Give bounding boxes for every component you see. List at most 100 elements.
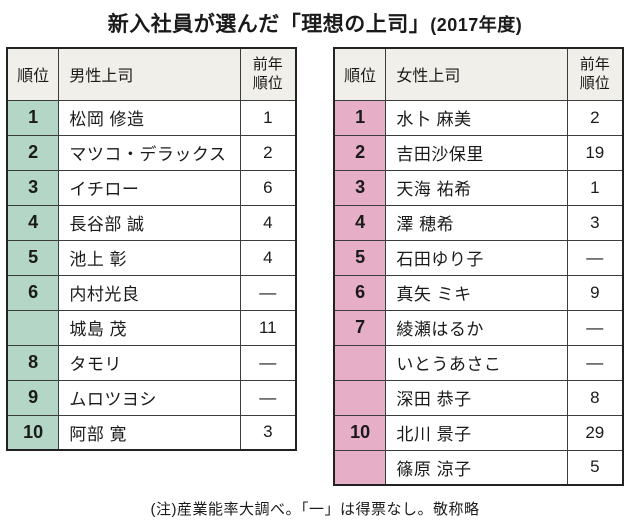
title-main: 新入社員が選んだ「理想の上司」 bbox=[107, 13, 431, 36]
table-row: 2 マツコ・デラックス 2 bbox=[6, 134, 297, 171]
rank-cell: 5 bbox=[333, 239, 387, 276]
name-cell: 池上 彰 bbox=[58, 239, 241, 276]
prev-rank-cell: 1 bbox=[239, 99, 297, 136]
rank-cell bbox=[333, 344, 387, 381]
tables-container: 順位 男性上司 前年順位 1 松岡 修造 1 2 マツコ・デラックス 2 3 イチロー 6 4 長谷… bbox=[0, 47, 630, 486]
rank-cell: 4 bbox=[6, 204, 60, 241]
prev-rank-cell: 5 bbox=[566, 449, 624, 486]
prev-rank-cell: 6 bbox=[239, 169, 297, 206]
prev-rank-cell: 3 bbox=[566, 204, 624, 241]
name-cell: 石田ゆり子 bbox=[385, 239, 568, 276]
name-cell: 城島 茂 bbox=[58, 309, 241, 346]
name-cell: 吉田沙保里 bbox=[385, 134, 568, 171]
rank-cell: 6 bbox=[6, 274, 60, 311]
male-boss-table-body: 1 松岡 修造 1 2 マツコ・デラックス 2 3 イチロー 6 4 長谷部 誠 4 5 池上 彰 4 6 内村… bbox=[6, 99, 297, 451]
prev-rank-cell: 3 bbox=[239, 414, 297, 451]
prev-rank-cell: 8 bbox=[566, 379, 624, 416]
prev-rank-cell: — bbox=[239, 379, 297, 416]
prev-rank-cell: — bbox=[239, 274, 297, 311]
name-cell: タモリ bbox=[58, 344, 241, 381]
prev-year-rank-column-header: 前年順位 bbox=[239, 47, 297, 101]
rank-cell bbox=[333, 379, 387, 416]
male-boss-column-header: 男性上司 bbox=[58, 47, 241, 101]
table-row: 9 ムロツヨシ — bbox=[6, 379, 297, 416]
prev-rank-cell: 4 bbox=[239, 204, 297, 241]
prev-rank-cell: 9 bbox=[566, 274, 624, 311]
table-row: 6 真矢 ミキ 9 bbox=[333, 274, 624, 311]
prev-rank-cell: — bbox=[566, 309, 624, 346]
prev-rank-cell: 29 bbox=[566, 414, 624, 451]
table-row: 7 綾瀬はるか — bbox=[333, 309, 624, 346]
table-row: 8 タモリ — bbox=[6, 344, 297, 381]
rank-cell: 6 bbox=[333, 274, 387, 311]
female-boss-table: 順位 女性上司 前年順位 1 水卜 麻美 2 2 吉田沙保里 19 3 天海 祐希 1 4 澤 穂希… bbox=[333, 47, 624, 486]
rank-cell: 9 bbox=[6, 379, 60, 416]
rank-cell: 3 bbox=[333, 169, 387, 206]
table-row: 深田 恭子 8 bbox=[333, 379, 624, 416]
table-row: 篠原 涼子 5 bbox=[333, 449, 624, 486]
rank-cell bbox=[6, 309, 60, 346]
header-row: 順位 男性上司 前年順位 bbox=[6, 47, 297, 101]
name-cell: ムロツヨシ bbox=[58, 379, 241, 416]
prev-rank-cell: 1 bbox=[566, 169, 624, 206]
name-cell: 篠原 涼子 bbox=[385, 449, 568, 486]
rank-cell: 10 bbox=[333, 414, 387, 451]
rank-cell: 4 bbox=[333, 204, 387, 241]
name-cell: 澤 穂希 bbox=[385, 204, 568, 241]
table-row: 6 内村光良 — bbox=[6, 274, 297, 311]
header-row: 順位 女性上司 前年順位 bbox=[333, 47, 624, 101]
table-row: 1 水卜 麻美 2 bbox=[333, 99, 624, 136]
rank-column-header: 順位 bbox=[333, 47, 387, 101]
table-row: 1 松岡 修造 1 bbox=[6, 99, 297, 136]
name-cell: 内村光良 bbox=[58, 274, 241, 311]
female-boss-table-body: 1 水卜 麻美 2 2 吉田沙保里 19 3 天海 祐希 1 4 澤 穂希 3 5 石田ゆり子 —6 真矢 ミ… bbox=[333, 99, 624, 486]
table-row: 2 吉田沙保里 19 bbox=[333, 134, 624, 171]
prev-rank-cell: — bbox=[566, 239, 624, 276]
title-year: (2017年度) bbox=[430, 15, 523, 35]
name-cell: 天海 祐希 bbox=[385, 169, 568, 206]
name-cell: 北川 景子 bbox=[385, 414, 568, 451]
table-row: 3 イチロー 6 bbox=[6, 169, 297, 206]
rank-column-header: 順位 bbox=[6, 47, 60, 101]
footnote: (注)産業能率大調べ。「一」は得票なし。敬称略 bbox=[150, 501, 480, 518]
prev-rank-cell: 2 bbox=[239, 134, 297, 171]
rank-cell: 7 bbox=[333, 309, 387, 346]
prev-year-rank-column-header: 前年順位 bbox=[566, 47, 624, 101]
rank-cell: 2 bbox=[6, 134, 60, 171]
rank-cell: 1 bbox=[6, 99, 60, 136]
table-row: 3 天海 祐希 1 bbox=[333, 169, 624, 206]
name-cell: 真矢 ミキ bbox=[385, 274, 568, 311]
name-cell: いとうあさこ bbox=[385, 344, 568, 381]
table-row: 10 北川 景子 29 bbox=[333, 414, 624, 451]
name-cell: 阿部 寛 bbox=[58, 414, 241, 451]
table-row: 5 石田ゆり子 — bbox=[333, 239, 624, 276]
name-cell: 水卜 麻美 bbox=[385, 99, 568, 136]
page-title: 新入社員が選んだ「理想の上司」(2017年度) bbox=[0, 8, 630, 38]
name-cell: 深田 恭子 bbox=[385, 379, 568, 416]
rank-cell: 3 bbox=[6, 169, 60, 206]
name-cell: マツコ・デラックス bbox=[58, 134, 241, 171]
prev-rank-cell: 2 bbox=[566, 99, 624, 136]
name-cell: 綾瀬はるか bbox=[385, 309, 568, 346]
name-cell: 長谷部 誠 bbox=[58, 204, 241, 241]
rank-cell: 1 bbox=[333, 99, 387, 136]
prev-rank-cell: 4 bbox=[239, 239, 297, 276]
rank-cell: 2 bbox=[333, 134, 387, 171]
prev-rank-cell: 19 bbox=[566, 134, 624, 171]
prev-rank-cell: — bbox=[239, 344, 297, 381]
male-boss-table: 順位 男性上司 前年順位 1 松岡 修造 1 2 マツコ・デラックス 2 3 イチロー 6 4 長谷… bbox=[6, 47, 297, 451]
name-cell: イチロー bbox=[58, 169, 241, 206]
table-row: いとうあさこ — bbox=[333, 344, 624, 381]
prev-rank-cell: 11 bbox=[239, 309, 297, 346]
rank-cell: 8 bbox=[6, 344, 60, 381]
female-boss-column-header: 女性上司 bbox=[385, 47, 568, 101]
rank-cell: 5 bbox=[6, 239, 60, 276]
rank-cell: 10 bbox=[6, 414, 60, 451]
table-row: 城島 茂 11 bbox=[6, 309, 297, 346]
rank-cell bbox=[333, 449, 387, 486]
